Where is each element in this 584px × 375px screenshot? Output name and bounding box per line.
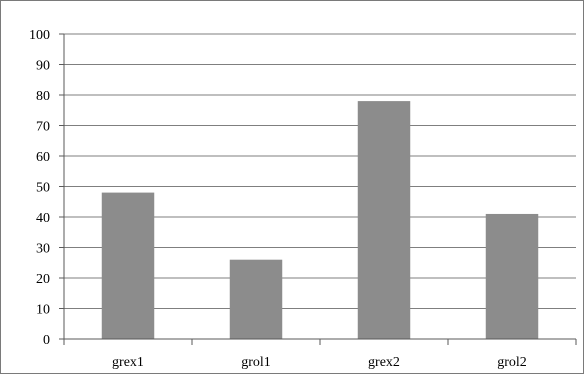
y-tick-label: 80 <box>36 89 50 104</box>
y-tick-label: 40 <box>36 211 50 226</box>
y-tick-labels: 0 10 20 30 40 50 60 70 80 90 100 <box>29 28 50 348</box>
x-tick-label: grex1 <box>112 355 144 370</box>
y-tick-label: 0 <box>43 333 50 348</box>
bar-grol2 <box>485 213 539 339</box>
x-tick-labels: grex1 grol1 grex2 grol2 <box>112 355 527 370</box>
bars <box>101 101 539 339</box>
y-tick-label: 100 <box>29 28 50 43</box>
bar-grol1 <box>229 259 283 339</box>
bar-grex2 <box>357 101 411 339</box>
x-tick-label: grex2 <box>368 355 400 370</box>
x-tick-label: grol2 <box>497 355 527 370</box>
y-tick-label: 20 <box>36 272 50 287</box>
y-tick-label: 60 <box>36 150 50 165</box>
bar-grex1 <box>101 192 155 339</box>
x-tick-label: grol1 <box>241 355 271 370</box>
axes <box>59 33 577 345</box>
y-tick-label: 90 <box>36 59 50 74</box>
y-tick-label: 70 <box>36 120 50 135</box>
y-tick-label: 50 <box>36 181 50 196</box>
y-tick-label: 10 <box>36 303 50 318</box>
y-tick-label: 30 <box>36 242 50 257</box>
